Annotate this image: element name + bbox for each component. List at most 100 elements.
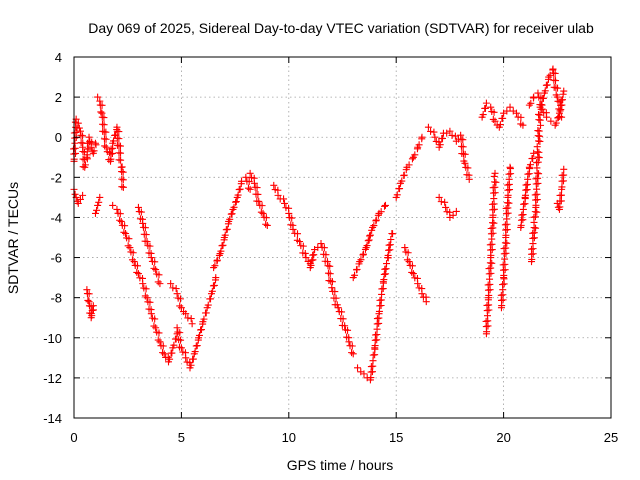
x-tick-label: 5 (178, 430, 185, 445)
data-point-trace (95, 198, 103, 206)
data-point (177, 344, 185, 352)
data-point (259, 209, 267, 217)
data-point-trace (363, 242, 371, 250)
data-point-trace (501, 221, 509, 229)
data-point-trace (499, 281, 507, 289)
data-point (487, 103, 495, 111)
data-point (143, 294, 151, 302)
data-point-trace (146, 298, 154, 306)
data-point-trace (228, 210, 236, 218)
data-point-trace (79, 147, 87, 155)
data-point-trace (427, 127, 435, 135)
data-point-trace (218, 242, 226, 250)
data-point-trace (258, 202, 266, 210)
y-tick-label: -4 (50, 210, 62, 225)
data-point-trace (154, 336, 162, 344)
data-point-trace (535, 170, 543, 178)
data-point (177, 304, 185, 312)
data-point (422, 298, 430, 306)
data-point (182, 310, 190, 318)
data-point-trace (524, 170, 532, 178)
data-point (102, 143, 110, 151)
data-point-trace (141, 292, 149, 300)
data-point-trace (324, 262, 332, 270)
data-point-trace (517, 113, 525, 121)
data-point-trace (488, 200, 496, 208)
data-point-trace (479, 111, 487, 119)
data-point-trace (408, 155, 416, 163)
data-point-trace (503, 107, 511, 115)
data-point (553, 93, 561, 101)
data-point-trace (449, 211, 457, 219)
data-point-trace (116, 210, 124, 218)
data-point-trace (484, 281, 492, 289)
data-point-trace (232, 198, 240, 206)
data-point-trace (529, 229, 537, 237)
data-point-trace (408, 262, 416, 270)
data-point-trace (120, 228, 128, 236)
data-point (122, 229, 130, 237)
data-point-trace (328, 278, 336, 286)
data-point-trace (128, 256, 136, 264)
data-point-trace (187, 315, 195, 323)
data-point (328, 284, 336, 292)
data-point (409, 270, 417, 278)
data-point-trace (90, 147, 98, 155)
data-point (317, 240, 325, 248)
data-point-trace (559, 90, 567, 98)
data-point-trace (531, 191, 539, 199)
data-point-trace (133, 262, 141, 270)
data-point-trace (141, 224, 149, 232)
data-point-trace (527, 99, 535, 107)
data-point-trace (221, 231, 229, 239)
data-point-trace (254, 190, 262, 198)
data-point-trace (371, 331, 379, 339)
data-point-trace (502, 204, 510, 212)
data-point-trace (541, 87, 549, 95)
data-point (109, 201, 117, 209)
data-point (414, 280, 422, 288)
data-point-trace (359, 251, 367, 259)
data-point-trace (490, 172, 498, 180)
data-point (465, 175, 473, 183)
data-point-trace (535, 127, 543, 135)
data-point-trace (294, 230, 302, 238)
data-point-trace (482, 317, 490, 325)
data-point-trace (192, 342, 200, 350)
data-point-trace (117, 149, 125, 157)
data-point-trace (438, 135, 446, 143)
plot-frame (73, 56, 612, 419)
data-point-trace (344, 326, 352, 334)
data-point-trace (308, 256, 316, 264)
data-point-trace (257, 208, 265, 216)
data-point-trace (411, 151, 419, 159)
data-point-trace (556, 191, 564, 199)
data-point-trace (71, 190, 79, 198)
chart-title: Day 069 of 2025, Sidereal Day-to-day VTE… (88, 20, 594, 36)
data-point-trace (381, 265, 389, 273)
data-point-trace (532, 175, 540, 183)
data-point-trace (118, 168, 126, 176)
data-point-trace (536, 111, 544, 119)
data-point-trace (400, 172, 408, 180)
data-point (360, 370, 368, 378)
data-point-trace (159, 349, 167, 357)
data-point-trace (492, 178, 500, 186)
data-point-trace (146, 242, 154, 250)
data-point-trace (200, 315, 208, 323)
data-point-trace (309, 251, 317, 259)
data-point-trace (235, 186, 243, 194)
data-point-trace (398, 177, 406, 185)
data-point (506, 163, 514, 171)
data-point (173, 290, 181, 298)
data-point-trace (121, 222, 129, 230)
data-point-trace (555, 113, 562, 121)
data-point-trace (151, 258, 159, 266)
data-point (76, 195, 84, 203)
data-point-trace (176, 329, 184, 337)
data-point (79, 191, 87, 199)
data-point (182, 354, 190, 362)
data-point-trace (280, 195, 288, 203)
data-point-trace (325, 277, 333, 285)
x-tick-label: 15 (389, 430, 403, 445)
